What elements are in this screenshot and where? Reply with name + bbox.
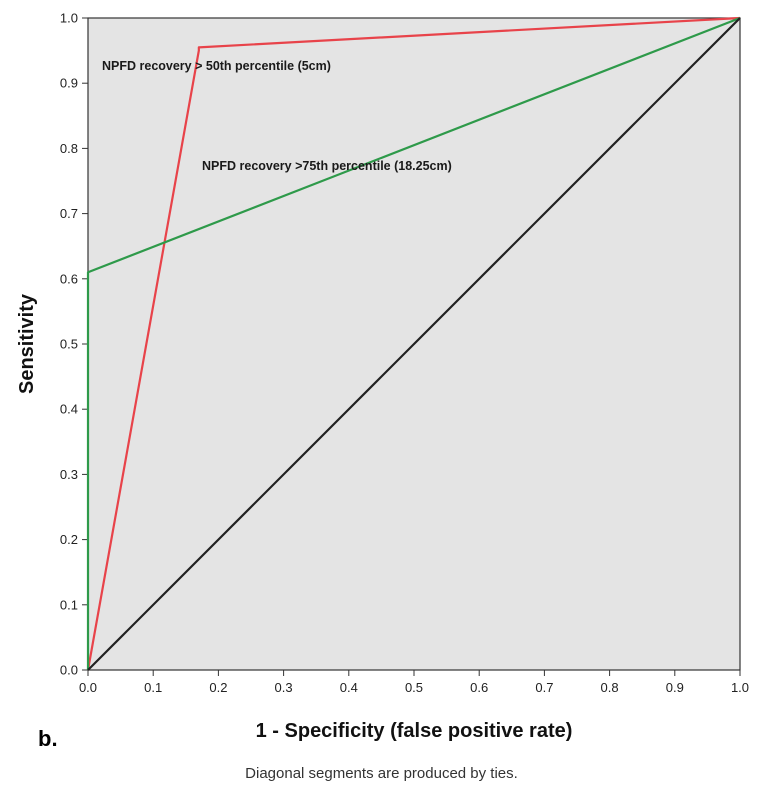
- x-tick-label: 0.2: [209, 680, 227, 695]
- x-tick-label: 0.8: [601, 680, 619, 695]
- x-tick-label: 0.3: [275, 680, 293, 695]
- reference-diagonal-line: [87, 17, 741, 671]
- series-lines: [86, 16, 741, 671]
- y-tick-label: 0.4: [60, 402, 78, 417]
- x-tick-label: 0.7: [535, 680, 553, 695]
- x-tick-label: 0.4: [340, 680, 358, 695]
- x-tick-label: 0.0: [79, 680, 97, 695]
- x-tick-label: 0.5: [405, 680, 423, 695]
- footnote: Diagonal segments are produced by ties.: [245, 765, 518, 782]
- panel-label: b.: [38, 726, 58, 751]
- y-tick-label: 0.7: [60, 206, 78, 221]
- y-tick-label: 1.0: [60, 11, 78, 26]
- y-tick-label: 0.9: [60, 76, 78, 91]
- x-tick-label: 0.6: [470, 680, 488, 695]
- y-tick-label: 0.3: [60, 467, 78, 482]
- y-tick-label: 0.8: [60, 141, 78, 156]
- x-axis-title: 1 - Specificity (false positive rate): [256, 720, 573, 742]
- series-line-75th-percentile: [86, 16, 741, 670]
- y-tick-label: 0.6: [60, 271, 78, 286]
- series-line-50th-percentile: [86, 16, 741, 671]
- y-tick-label: 0.0: [60, 663, 78, 678]
- x-tick-label: 0.1: [144, 680, 162, 695]
- series-label-75th: NPFD recovery >75th percentile (18.25cm): [202, 159, 452, 173]
- x-axis: 0.0 0.1 0.2 0.3 0.4 0.5 0.6 0.7 0.8 0.9 1.0: [79, 670, 749, 695]
- y-axis-title: Sensitivity: [16, 293, 38, 394]
- y-axis: 0.0 0.1 0.2 0.3 0.4 0.5 0.6 0.7 0.8 0.9 1.0: [60, 11, 88, 678]
- x-tick-label: 1.0: [731, 680, 749, 695]
- y-tick-label: 0.1: [60, 597, 78, 612]
- x-tick-label: 0.9: [666, 680, 684, 695]
- y-tick-label: 0.5: [60, 337, 78, 352]
- series-label-50th: NPFD recovery > 50th percentile (5cm): [102, 59, 331, 73]
- y-tick-label: 0.2: [60, 532, 78, 547]
